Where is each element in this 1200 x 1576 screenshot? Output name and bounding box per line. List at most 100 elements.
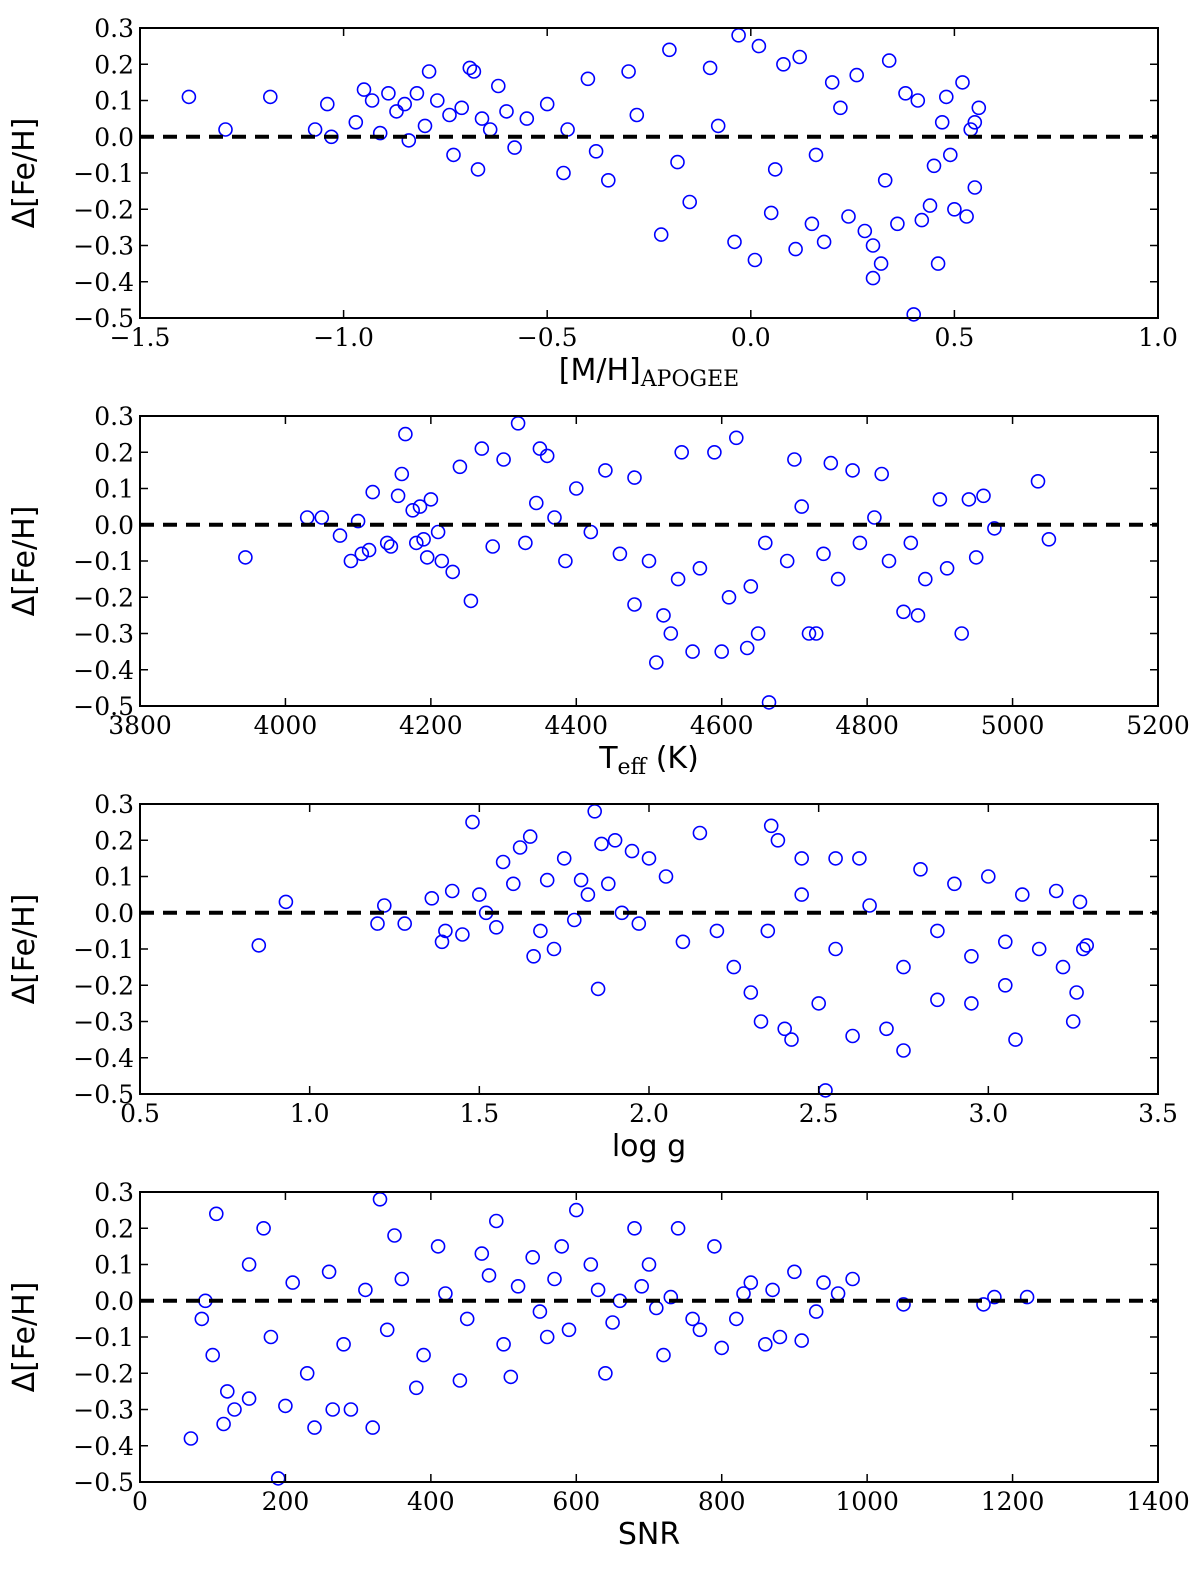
x-tick-label: 1400 — [1126, 1487, 1190, 1516]
data-point — [906, 307, 922, 322]
data-point — [583, 1257, 599, 1272]
data-point — [522, 829, 538, 844]
data-point — [980, 869, 996, 884]
data-point — [947, 876, 962, 892]
data-point — [474, 441, 490, 456]
data-point — [841, 209, 856, 224]
data-point — [568, 1202, 584, 1218]
y-tick-label: −0.5 — [73, 1468, 134, 1497]
tick-marks — [139, 27, 1159, 319]
x-tick-label: 3.5 — [1138, 1099, 1178, 1128]
data-point — [761, 695, 777, 710]
scatter-points — [238, 416, 1057, 710]
data-point — [1019, 1289, 1035, 1305]
data-point — [971, 100, 987, 116]
data-point — [526, 949, 541, 964]
y-tick-label: 0.3 — [94, 14, 134, 43]
data-point — [607, 832, 623, 848]
data-point — [641, 553, 657, 569]
data-point — [434, 553, 450, 569]
x-tick-labels: 3800 4000 4200 4400 4600 4800 5000 5200 — [108, 711, 1190, 740]
data-point — [849, 67, 865, 83]
data-point — [512, 840, 528, 855]
x-tick-label: 0.5 — [935, 323, 975, 352]
data-point — [794, 1333, 810, 1348]
x-tick-label: 4000 — [254, 711, 318, 740]
y-tick-label: −0.4 — [73, 268, 134, 297]
data-point — [877, 173, 893, 188]
data-point — [278, 1398, 293, 1414]
data-point — [408, 1380, 424, 1396]
data-point — [930, 256, 946, 271]
x-tick-label: 0.5 — [120, 1099, 160, 1128]
data-point — [482, 122, 498, 137]
data-point — [779, 553, 795, 569]
data-point — [321, 1264, 337, 1280]
x-axis-label-main: T — [598, 741, 618, 776]
data-point — [424, 891, 440, 906]
data-point — [488, 920, 504, 935]
data-point — [594, 836, 609, 852]
data-point — [370, 916, 385, 931]
data-point — [959, 209, 974, 224]
data-point — [350, 513, 366, 529]
data-point — [605, 1315, 620, 1330]
data-point — [663, 626, 679, 641]
data-point — [416, 1347, 431, 1363]
x-tick-labels: 0.5 1.0 1.5 2.0 2.5 3.0 3.5 — [120, 1099, 1178, 1128]
data-point — [320, 96, 335, 112]
data-point — [930, 992, 945, 1008]
scatter-points — [251, 804, 1095, 1098]
data-point — [364, 93, 380, 108]
y-tick-label: −0.3 — [73, 620, 134, 649]
y-tick-label: −0.4 — [73, 656, 134, 685]
data-point — [830, 1286, 846, 1301]
data-point — [675, 934, 691, 950]
data-point — [823, 455, 839, 471]
data-point — [709, 923, 725, 939]
data-point — [816, 1275, 831, 1290]
x-tick-label: 3.0 — [968, 1099, 1008, 1128]
y-tick-label: 0.3 — [94, 1178, 134, 1207]
data-point — [600, 876, 616, 892]
y-tick-label: 0.1 — [94, 863, 134, 892]
data-point — [332, 528, 348, 543]
data-point — [510, 1279, 526, 1294]
data-point — [757, 535, 773, 551]
data-point — [372, 1192, 388, 1207]
x-axis-label-subscript: APOGEE — [640, 367, 739, 392]
data-point — [662, 42, 677, 58]
data-point — [714, 1340, 730, 1356]
data-point — [997, 934, 1013, 950]
data-point — [474, 1246, 490, 1261]
data-point — [736, 1286, 751, 1301]
y-tick-label: 0.2 — [94, 1214, 134, 1243]
data-point — [692, 1322, 708, 1338]
data-point — [365, 484, 380, 500]
data-point — [421, 64, 437, 79]
data-point — [556, 165, 571, 181]
data-point — [343, 553, 359, 569]
data-point — [419, 550, 435, 565]
data-point — [670, 1220, 686, 1236]
data-point — [816, 546, 831, 562]
data-point — [510, 416, 526, 431]
data-point — [776, 56, 791, 72]
data-point — [256, 1220, 271, 1236]
plot-frame — [139, 1191, 1159, 1483]
x-tick-label: 1200 — [981, 1487, 1045, 1516]
data-point — [525, 1250, 541, 1265]
data-point — [397, 916, 413, 931]
data-point — [381, 86, 396, 101]
data-point — [685, 644, 700, 659]
data-point — [325, 1402, 340, 1417]
data-point — [934, 115, 950, 130]
y-tick-labels: 0.3 0.2 0.1 0.0 −0.1 −0.2 −0.3 −0.4 −0.5 — [73, 14, 134, 333]
data-point — [865, 238, 881, 253]
panel-feh-vs-snr: 0.3 0.2 0.1 0.0 −0.1 −0.2 −0.3 −0.4 −0.5 0 200 400… — [7, 1178, 1190, 1552]
x-tick-label: 0 — [132, 1487, 148, 1516]
x-tick-label: 4800 — [835, 711, 899, 740]
y-tick-label: 0.0 — [94, 511, 134, 540]
data-point — [890, 216, 905, 232]
